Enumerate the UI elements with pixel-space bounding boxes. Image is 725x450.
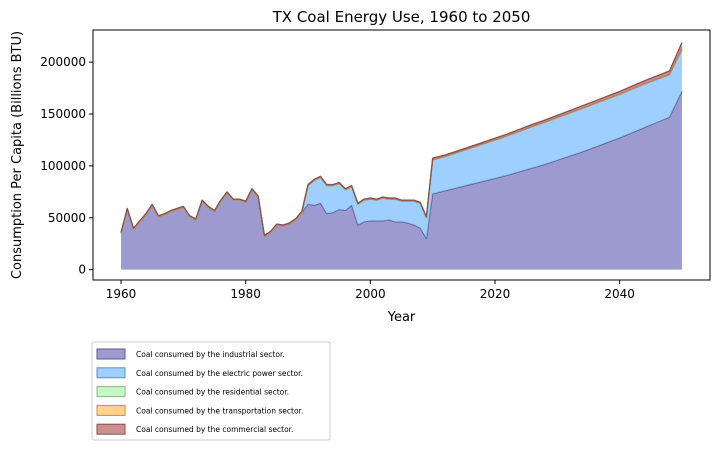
legend-label: Coal consumed by the transportation sect… [136, 406, 303, 415]
y-tick-label: 200000 [40, 55, 86, 69]
x-tick-label: 2040 [604, 287, 635, 301]
plot-frame [92, 29, 711, 281]
area-edge-series-5 [120, 42, 683, 237]
y-tick-label: 50000 [48, 211, 86, 225]
y-axis-title: Consumption Per Capita (Billions BTU) [10, 31, 25, 279]
legend-swatch [96, 348, 126, 360]
y-tick-label: 0 [78, 263, 86, 277]
legend-swatch [96, 404, 126, 416]
x-axis-title: Year [387, 310, 416, 325]
x-ticks: 1960 1980 2000 2020 2040 [106, 280, 635, 301]
legend-label: Coal consumed by the commercial sector. [136, 425, 293, 434]
y-tick-label: 150000 [40, 107, 86, 121]
x-tick-label: 1980 [230, 287, 261, 301]
legend-items: Coal consumed by the industrial sector. C… [96, 348, 303, 435]
y-ticks: 0 50000 100000 150000 200000 [40, 55, 93, 277]
legend-swatch [96, 423, 126, 435]
legend: Coal consumed by the industrial sector. C… [91, 341, 331, 441]
legend-label: Coal consumed by the industrial sector. [136, 350, 285, 359]
area-series-1 [121, 91, 682, 270]
x-tick-label: 1960 [106, 287, 137, 301]
legend-label: Coal consumed by the electric power sect… [136, 369, 303, 378]
legend-swatch [96, 367, 126, 379]
y-tick-label: 100000 [40, 159, 86, 173]
x-tick-label: 2000 [355, 287, 386, 301]
legend-box [91, 341, 331, 441]
areas-layer [120, 42, 683, 270]
x-tick-label: 2020 [480, 287, 511, 301]
legend-label: Coal consumed by the residential sector. [136, 388, 289, 397]
legend-swatch [96, 386, 126, 398]
area-series-2 [121, 49, 682, 239]
chart-title: TX Coal Energy Use, 1960 to 2050 [272, 8, 531, 26]
